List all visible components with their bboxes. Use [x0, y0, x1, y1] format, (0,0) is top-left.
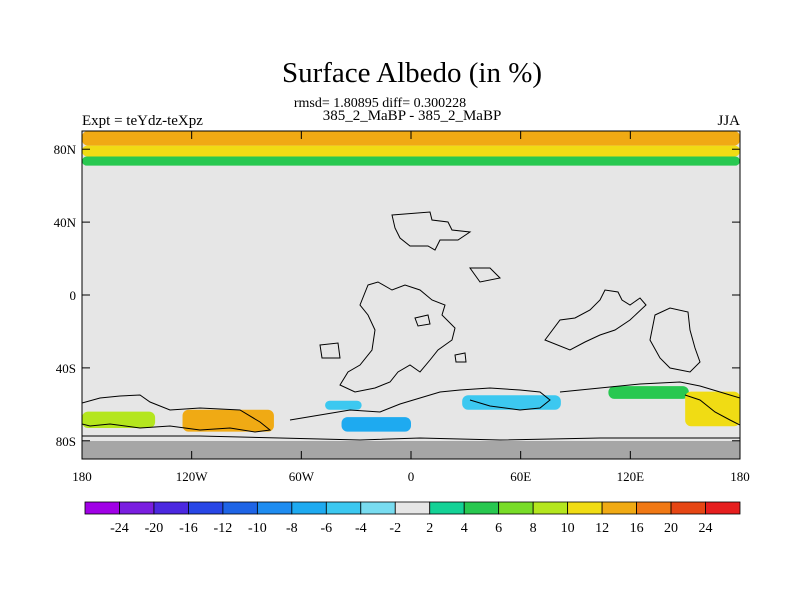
- colorbar-swatch: [119, 501, 155, 515]
- colorbar-label: -4: [355, 521, 367, 536]
- colorbar-swatch: [601, 501, 637, 515]
- colorbar-label: 20: [664, 521, 678, 536]
- colorbar-swatch: [188, 501, 224, 515]
- region-australia-south-band: [608, 386, 689, 399]
- colorbar-label: -20: [145, 521, 164, 536]
- experiment-label: Expt = teYdz-teXpz: [82, 113, 203, 129]
- region-south-atlantic-patch: [325, 400, 362, 410]
- x-tick-label: 60W: [289, 469, 315, 484]
- outline-small-island-1: [469, 267, 502, 283]
- region-arctic-band-mid: [82, 145, 740, 157]
- colorbar-label: -12: [214, 521, 233, 536]
- x-tick-label: 120W: [176, 469, 209, 484]
- colorbar-label: 16: [630, 521, 644, 536]
- region-arctic-band-low: [82, 156, 740, 166]
- outline-southern-ocean-west: [82, 394, 272, 433]
- x-tick-label: 60E: [510, 469, 531, 484]
- colorbar-swatch: [532, 501, 569, 515]
- colorbar-swatch: [153, 501, 189, 515]
- stats-line: rmsd= 1.80895 diff= 0.300228: [294, 96, 466, 111]
- y-tick-label: 40N: [54, 215, 77, 230]
- x-tick-label: 120E: [617, 469, 645, 484]
- colorbar-swatch: [463, 501, 500, 515]
- y-tick-label: 40S: [56, 361, 76, 376]
- outline-southern-ocean-east: [559, 381, 740, 399]
- colorbar-swatch: [429, 501, 465, 515]
- colorbar-swatch: [84, 501, 120, 515]
- colorbar-swatch: [567, 501, 603, 515]
- outline-australia: [649, 307, 701, 373]
- outline-africa-arabia: [339, 281, 456, 393]
- colorbar-label: -24: [110, 521, 129, 536]
- colorbar-label: 2: [426, 521, 433, 536]
- colorbar-swatch: [498, 501, 534, 515]
- x-tick-label: 180: [72, 469, 92, 484]
- colorbar-swatch: [291, 501, 327, 515]
- colorbar-swatch: [705, 501, 741, 515]
- colorbar-label: 10: [561, 521, 575, 536]
- map-background: [82, 131, 740, 459]
- outline-antarctic-edge: [82, 435, 740, 441]
- colorbar-label: -10: [248, 521, 267, 536]
- colorbar-swatch: [394, 501, 431, 515]
- y-tick-label: 80S: [56, 434, 76, 449]
- colorbar-label: -16: [179, 521, 198, 536]
- season-label: JJA: [717, 113, 740, 129]
- colorbar-label: 6: [495, 521, 502, 536]
- colorbar-label: 12: [595, 521, 609, 536]
- colorbar-swatch: [325, 501, 362, 515]
- colorbar-swatch: [256, 501, 293, 515]
- colorbar: -24 -20 -16 -12 -10 -8 -6 -4 -2 2 4 6 8 10 12 16 20 24: [84, 501, 741, 536]
- region-south-america-tip: [182, 409, 274, 432]
- outline-new-zealand: [684, 394, 740, 426]
- region-south-pacific-cluster: [82, 411, 156, 429]
- colorbar-swatch: [670, 501, 706, 515]
- outline-southeast-asia: [544, 289, 647, 351]
- antarctic-mask: [82, 441, 740, 459]
- chart-subtitle: 385_2_MaBP - 385_2_MaBP: [323, 108, 502, 124]
- chart-title: Surface Albedo (in %): [282, 57, 542, 89]
- outline-small-island-2: [319, 342, 341, 359]
- y-tick-label: 80N: [54, 142, 77, 157]
- coastline-outlines: [82, 211, 740, 441]
- colorbar-label: -8: [286, 521, 298, 536]
- colorbar-label: 24: [699, 521, 713, 536]
- colorbar-label: 8: [530, 521, 537, 536]
- outline-asia: [391, 211, 472, 251]
- colorbar-label: -2: [389, 521, 401, 536]
- outline-small-island-4: [454, 352, 467, 363]
- y-axis: 80N 40N 0 40S 80S: [54, 142, 740, 449]
- colorbar-label: -6: [320, 521, 332, 536]
- x-axis: 180 120W 60W 0 60E 120E 180: [72, 131, 750, 484]
- region-weddell-patch: [341, 417, 411, 432]
- region-indian-ocean-patch: [462, 395, 561, 410]
- y-tick-label: 0: [70, 288, 77, 303]
- colorbar-label: 4: [461, 521, 468, 536]
- colorbar-swatch: [360, 501, 396, 515]
- outline-small-island-3: [414, 314, 431, 327]
- x-tick-label: 0: [408, 469, 415, 484]
- colorbar-swatch: [222, 501, 258, 515]
- anomaly-regions: [82, 131, 740, 432]
- x-tick-label: 180: [730, 469, 750, 484]
- outline-southern-ocean-mid: [289, 387, 551, 421]
- colorbar-swatch: [636, 501, 672, 515]
